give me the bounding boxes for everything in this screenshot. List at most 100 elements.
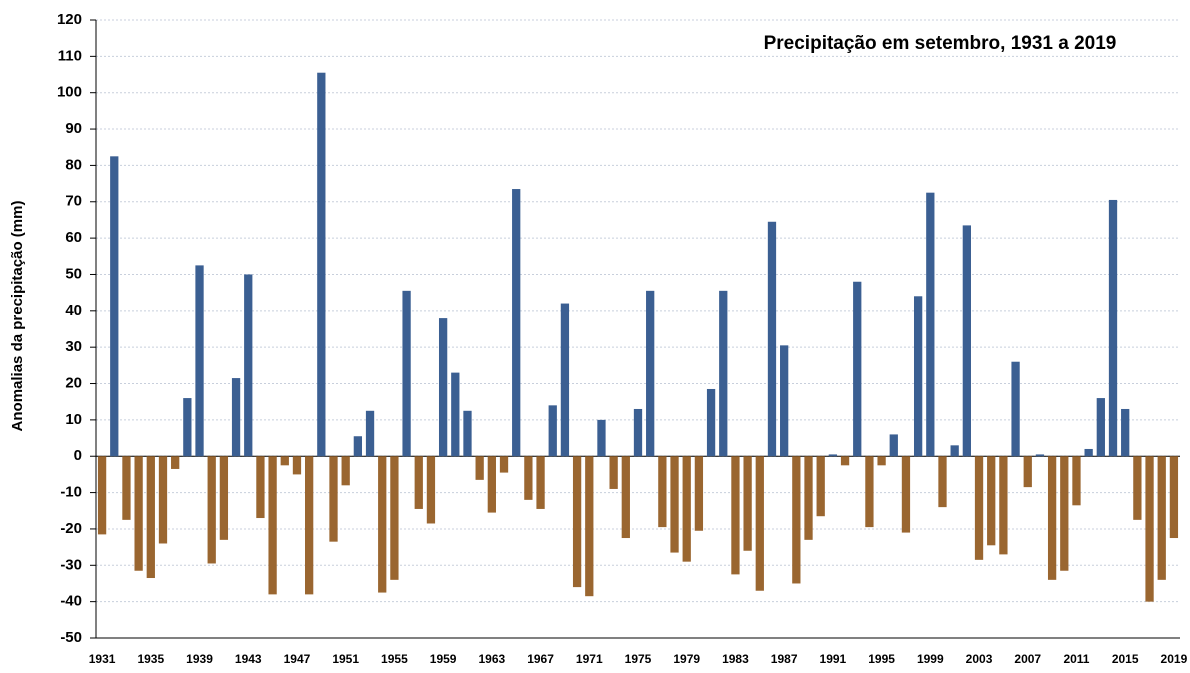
bar [962, 225, 971, 457]
bar [755, 456, 764, 591]
bar [682, 456, 691, 562]
x-tick-label: 1983 [722, 652, 749, 666]
bar [901, 456, 911, 533]
x-tick-label: 1999 [917, 652, 944, 666]
x-tick-label: 1975 [625, 652, 652, 666]
bar [938, 456, 947, 508]
bar [560, 303, 570, 457]
bar [378, 456, 387, 593]
x-tick-label: 1971 [576, 652, 603, 666]
x-tick-label: 1987 [771, 652, 798, 666]
bar [219, 456, 229, 540]
bar [146, 456, 155, 579]
bar [1060, 456, 1069, 571]
x-tick-label: 1995 [868, 652, 895, 666]
y-tick-label: 120 [57, 11, 82, 28]
bar [158, 456, 168, 544]
bar [390, 456, 399, 580]
x-tick-label: 1959 [430, 652, 457, 666]
bar [572, 456, 582, 588]
bar [97, 456, 107, 535]
bar [1169, 456, 1179, 539]
bar [670, 456, 679, 553]
x-tick-label: 2011 [1063, 652, 1089, 666]
y-tick-label: 0 [74, 447, 82, 464]
x-tick-label: 2007 [1014, 652, 1041, 666]
bar [231, 378, 241, 457]
bar [305, 456, 314, 595]
bar [719, 290, 728, 457]
bar [646, 290, 655, 457]
x-tick-label: 1991 [820, 652, 847, 666]
bar [438, 318, 448, 457]
bar [877, 456, 886, 466]
bar [256, 456, 265, 519]
bar [1096, 398, 1105, 457]
bar [609, 456, 618, 489]
x-tick-label: 2003 [966, 652, 993, 666]
bar [840, 456, 850, 466]
bar [1157, 456, 1166, 580]
bar [524, 456, 533, 500]
bar [280, 456, 289, 466]
bar [865, 456, 874, 528]
y-tick-label: -30 [60, 556, 82, 573]
bar [110, 156, 119, 457]
bar [792, 456, 801, 584]
bar [341, 456, 350, 486]
bar [828, 454, 838, 457]
x-tick-label: 1967 [527, 652, 554, 666]
y-axis-label: Anomalias da precipitação (mm) [9, 201, 26, 432]
bar [475, 456, 484, 480]
x-tick-label: 1979 [673, 652, 700, 666]
bar [365, 410, 375, 457]
bar [353, 436, 363, 457]
bar [317, 72, 326, 457]
bar [451, 372, 460, 457]
bar [171, 456, 180, 469]
bar [731, 456, 740, 575]
bar [487, 456, 496, 513]
bar [1047, 456, 1057, 580]
bar [950, 445, 959, 457]
bar [1145, 456, 1154, 602]
y-tick-label: -50 [60, 629, 82, 646]
y-tick-label: 30 [65, 338, 82, 355]
bar [694, 456, 704, 531]
bar [597, 419, 606, 457]
bar [913, 296, 923, 457]
x-tick-label: 2015 [1112, 652, 1139, 666]
bar [767, 221, 777, 457]
x-tick-label: 1935 [137, 652, 164, 666]
y-tick-label: 10 [65, 411, 82, 428]
y-tick-label: 60 [65, 229, 82, 246]
x-tick-label: 1943 [235, 652, 262, 666]
bar [1084, 448, 1093, 457]
bar [1072, 456, 1081, 506]
x-tick-label: 1963 [478, 652, 505, 666]
y-tick-label: 90 [65, 120, 82, 137]
bar [426, 456, 436, 524]
y-tick-label: 40 [65, 302, 82, 319]
bar [548, 405, 557, 457]
y-tick-label: 80 [65, 156, 82, 173]
bar [512, 189, 521, 457]
bar [499, 456, 509, 473]
bar [780, 345, 789, 457]
bar [329, 456, 338, 542]
bar [658, 456, 667, 528]
bar [463, 410, 472, 457]
bar [414, 456, 423, 509]
bar [1035, 454, 1045, 457]
y-tick-label: 50 [65, 265, 82, 282]
bar [999, 456, 1008, 555]
bar [585, 456, 594, 597]
x-tick-label: 1939 [186, 652, 213, 666]
bar [816, 456, 825, 517]
bar [926, 192, 935, 457]
bar [804, 456, 813, 540]
bar [183, 398, 192, 457]
bar [207, 456, 216, 564]
bar [974, 456, 984, 560]
